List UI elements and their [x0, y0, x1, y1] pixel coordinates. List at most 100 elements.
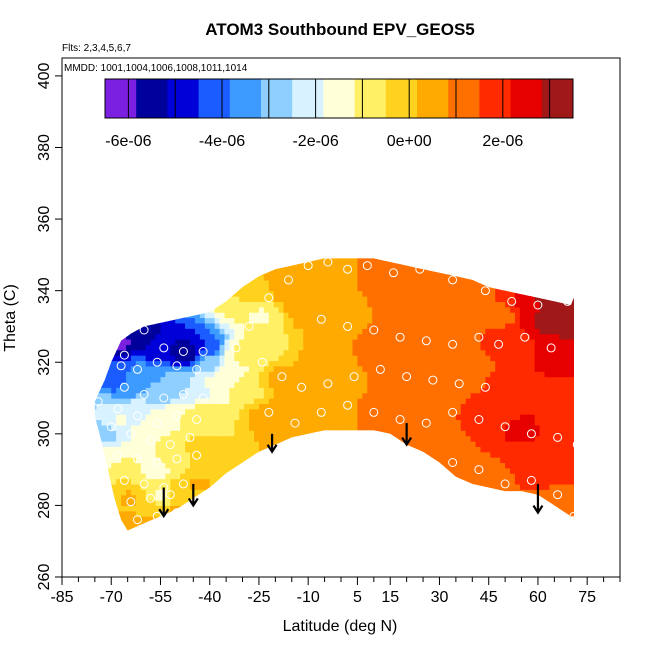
field-cell	[411, 355, 418, 362]
field-cell	[386, 365, 393, 372]
field-cell	[347, 360, 354, 367]
field-cell	[249, 440, 255, 447]
field-cell	[155, 500, 162, 507]
field-cell	[539, 360, 546, 367]
field-cell	[170, 451, 176, 458]
field-cell	[362, 258, 368, 265]
field-cell	[254, 279, 260, 286]
field-cell	[160, 435, 166, 442]
field-cell	[293, 387, 299, 394]
field-cell	[234, 301, 240, 308]
field-cell	[406, 440, 413, 447]
field-cell	[446, 355, 452, 362]
field-cell	[298, 263, 304, 270]
field-cell	[126, 360, 132, 367]
field-cell	[278, 424, 285, 431]
field-cell	[490, 301, 496, 308]
field-cell	[244, 312, 250, 319]
field-cell	[308, 263, 314, 270]
field-cell	[130, 462, 137, 469]
field-cell	[357, 414, 363, 421]
field-cell	[327, 349, 334, 356]
field-cell	[426, 365, 432, 372]
field-cell	[224, 322, 230, 329]
field-cell	[308, 360, 314, 367]
field-cell	[278, 371, 285, 378]
field-cell	[283, 398, 290, 404]
field-cell	[303, 317, 309, 324]
field-cell	[450, 435, 457, 442]
field-cell	[460, 381, 467, 388]
field-cell	[470, 430, 477, 437]
field-cell	[396, 344, 403, 351]
field-cell	[514, 290, 521, 297]
field-cell	[382, 328, 388, 335]
field-cell	[288, 317, 294, 324]
field-cell	[534, 328, 541, 335]
field-cell	[234, 344, 240, 351]
field-cell	[455, 440, 462, 447]
field-cell	[455, 467, 462, 474]
field-cell	[308, 349, 314, 356]
field-cell	[263, 371, 270, 378]
field-cell	[514, 371, 521, 378]
field-cell	[155, 424, 162, 431]
field-cell	[199, 483, 206, 490]
field-cell	[313, 424, 319, 431]
field-cell	[549, 478, 555, 485]
field-cell	[288, 424, 294, 431]
field-cell	[268, 392, 275, 399]
field-cell	[263, 338, 270, 345]
field-cell	[411, 269, 418, 276]
field-cell	[386, 285, 393, 292]
field-cell	[357, 365, 363, 372]
field-cell	[554, 489, 560, 496]
field-cell	[519, 403, 526, 410]
field-cell	[278, 322, 285, 329]
field-cell	[303, 269, 309, 276]
field-cell	[367, 301, 373, 308]
field-cell	[229, 365, 235, 372]
field-cell	[145, 403, 152, 410]
field-cell	[441, 387, 447, 394]
field-cell	[362, 355, 368, 362]
field-cell	[209, 440, 216, 447]
field-cell	[229, 301, 235, 308]
field-cell	[150, 435, 157, 442]
field-cell	[293, 355, 299, 362]
field-cell	[441, 306, 447, 313]
field-cell	[460, 285, 467, 292]
field-cell	[342, 333, 349, 340]
field-cell	[204, 371, 211, 378]
field-cell	[318, 328, 324, 335]
field-cell	[480, 478, 487, 485]
field-cell	[357, 381, 363, 388]
field-cell	[411, 344, 418, 351]
field-cell	[465, 355, 472, 362]
field-cell	[140, 457, 147, 464]
field-cell	[396, 279, 403, 286]
field-cell	[465, 376, 472, 383]
field-cell	[411, 440, 418, 447]
field-cell	[352, 344, 359, 351]
field-cell	[377, 365, 383, 372]
field-cell	[214, 371, 221, 378]
field-cell	[529, 451, 536, 458]
field-cell	[140, 328, 147, 335]
field-cell	[140, 403, 147, 410]
field-cell	[180, 457, 186, 464]
field-cell	[372, 344, 378, 351]
field-cell	[254, 446, 260, 453]
field-cell	[490, 371, 496, 378]
field-cell	[244, 355, 250, 362]
field-cell	[539, 355, 546, 362]
field-cell	[268, 296, 275, 302]
field-cell	[204, 328, 211, 335]
field-cell	[357, 306, 363, 313]
field-cell	[372, 338, 378, 345]
field-cell	[529, 457, 536, 464]
field-cell	[214, 306, 221, 313]
field-cell	[450, 312, 457, 319]
field-cell	[116, 398, 122, 404]
field-cell	[190, 403, 196, 410]
